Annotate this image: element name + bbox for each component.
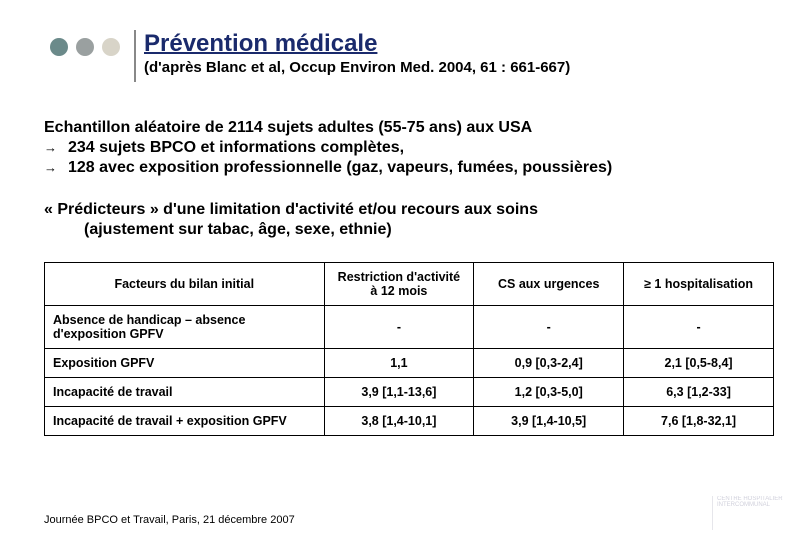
- text-line: Echantillon aléatoire de 2114 sujets adu…: [44, 118, 785, 138]
- results-table: Facteurs du bilan initial Restriction d'…: [44, 262, 774, 436]
- row-label: Incapacité de travail + exposition GPFV: [45, 407, 325, 436]
- arrow-icon: →: [44, 140, 58, 156]
- cell-value: 6,3 [1,2-33]: [624, 378, 774, 407]
- slide-footer: Journée BPCO et Travail, Paris, 21 décem…: [44, 514, 295, 526]
- bullet-line: → 128 avec exposition professionnelle (g…: [44, 158, 785, 178]
- paragraph-sample: Echantillon aléatoire de 2114 sujets adu…: [44, 118, 785, 178]
- cell-value: 7,6 [1,8-32,1]: [624, 407, 774, 436]
- arrow-icon: →: [44, 160, 58, 176]
- dot-icon: [50, 38, 68, 56]
- table-row: Incapacité de travail3,9 [1,1-13,6]1,2 […: [45, 378, 774, 407]
- table-row: Exposition GPFV1,10,9 [0,3-2,4]2,1 [0,5-…: [45, 349, 774, 378]
- text-line: « Prédicteurs » d'une limitation d'activ…: [44, 200, 785, 220]
- cell-value: -: [324, 306, 474, 349]
- cell-value: 3,8 [1,4-10,1]: [324, 407, 474, 436]
- slide-body: Echantillon aléatoire de 2114 sujets adu…: [44, 118, 785, 436]
- cell-value: 1,2 [0,3-5,0]: [474, 378, 624, 407]
- row-label: Incapacité de travail: [45, 378, 325, 407]
- col-header: Restriction d'activité à 12 mois: [324, 263, 474, 306]
- slide-subtitle: (d'après Blanc et al, Occup Environ Med.…: [144, 59, 570, 76]
- paragraph-predictors: « Prédicteurs » d'une limitation d'activ…: [44, 200, 785, 240]
- cell-value: -: [474, 306, 624, 349]
- bullet-text: 234 sujets BPCO et informations complète…: [68, 138, 404, 158]
- cell-value: 3,9 [1,4-10,5]: [474, 407, 624, 436]
- col-header: CS aux urgences: [474, 263, 624, 306]
- slide-title: Prévention médicale: [144, 30, 570, 58]
- hospital-logo: CENTRE HOSPITALIER INTERCOMMUNAL: [712, 496, 792, 530]
- table-header-row: Facteurs du bilan initial Restriction d'…: [45, 263, 774, 306]
- slide-header: Prévention médicale (d'après Blanc et al…: [50, 30, 570, 82]
- cell-value: -: [624, 306, 774, 349]
- title-block: Prévention médicale (d'après Blanc et al…: [144, 30, 570, 76]
- dot-icon: [102, 38, 120, 56]
- table-row: Incapacité de travail + exposition GPFV3…: [45, 407, 774, 436]
- cell-value: 1,1: [324, 349, 474, 378]
- cell-value: 2,1 [0,5-8,4]: [624, 349, 774, 378]
- cell-value: 3,9 [1,1-13,6]: [324, 378, 474, 407]
- bullet-line: → 234 sujets BPCO et informations complè…: [44, 138, 785, 158]
- bullet-text: 128 avec exposition professionnelle (gaz…: [68, 158, 612, 178]
- col-header: ≥ 1 hospitalisation: [624, 263, 774, 306]
- table-body: Absence de handicap – absence d'expositi…: [45, 306, 774, 436]
- dot-icon: [76, 38, 94, 56]
- col-header: Facteurs du bilan initial: [45, 263, 325, 306]
- divider: [134, 30, 136, 82]
- text-line: (ajustement sur tabac, âge, sexe, ethnie…: [44, 220, 785, 240]
- cell-value: 0,9 [0,3-2,4]: [474, 349, 624, 378]
- row-label: Absence de handicap – absence d'expositi…: [45, 306, 325, 349]
- row-label: Exposition GPFV: [45, 349, 325, 378]
- header-bullets: [50, 38, 120, 56]
- table-row: Absence de handicap – absence d'expositi…: [45, 306, 774, 349]
